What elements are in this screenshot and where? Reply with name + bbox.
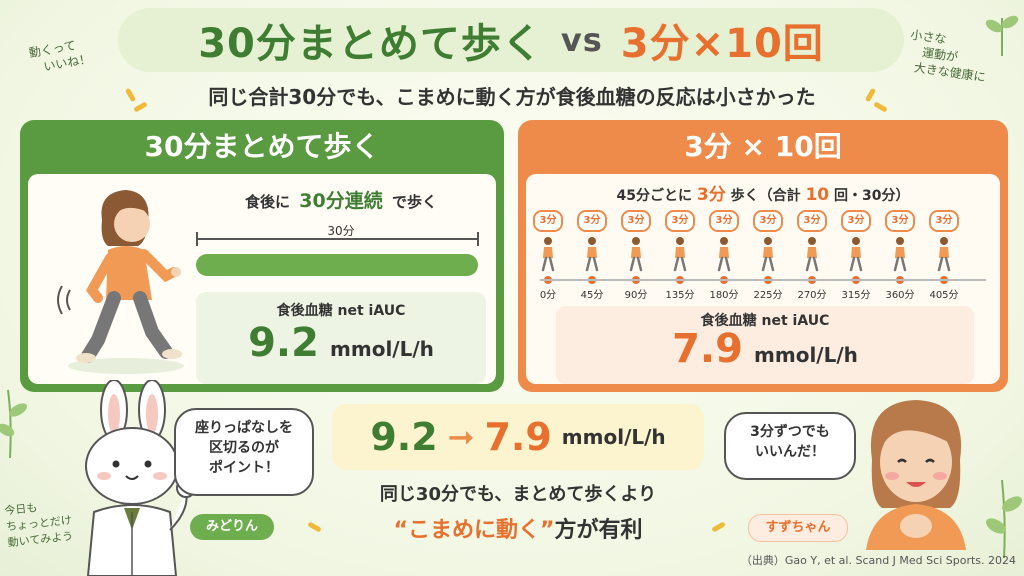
compare-unit: mmol/L/h [561,425,666,449]
interval-bubble: 3分 [577,210,607,232]
result-value: 9.2 [248,320,319,366]
timeline-tick-label: 405分 [929,290,959,301]
note-top-right: 小さな 運動が 大きな健康に [909,27,987,85]
leaf-icon [0,389,28,459]
timeline-tick-label: 180分 [709,290,739,301]
timeline-tick-label: 270分 [797,290,827,301]
walker-icon [541,236,555,272]
walker-icon [673,236,687,272]
result-value: 7.9 [672,326,743,372]
timeline-tick-label: 0分 [539,290,557,301]
timeline-tick-label: 315分 [841,290,871,301]
conclusion: 同じ30分でも、まとめて歩くより “こまめに動く”方が有利 [300,480,736,544]
title-banner: 30分まとめて歩く vs 3分×10回 [118,8,904,72]
compare-from: 9.2 [370,415,438,459]
walker-icon [585,236,599,272]
result-label: 食後血糖 net iAUC [276,303,406,319]
result-label: 食後血糖 net iAUC [700,313,830,329]
comparison-box: 9.2 ➞ 7.9 mmol/L/h [332,404,704,470]
girl-name-tag: すずちゃん [748,514,848,542]
sparkle-icon [124,87,137,103]
interval-bubble: 3分 [753,210,783,232]
walker-icon [629,236,643,272]
leaf-icon [986,479,1022,559]
panel-body: 45分ごとに 3分 歩く（合計 10 回・30分） 3分 0分 3分 45分 3分 90分… [526,174,1000,384]
walking-woman-illustration [57,190,184,374]
interval-bubble: 3分 [841,210,871,232]
walker-icon [717,236,731,272]
interval-bubble: 3分 [929,210,959,232]
interval-bubble: 3分 [621,210,651,232]
rabbit-speech-bubble: 座りっぱなしを 区切るのが ポイント！ [174,408,314,496]
bar-label: 30分 [327,224,355,238]
walker-icon [937,236,951,272]
conclusion-emphasis: “こまめに動く” [393,518,555,543]
timeline-tick-label: 90分 [624,290,648,301]
timeline-tick-label: 225分 [753,290,783,301]
walker-icon [805,236,819,272]
walker-icon [893,236,907,272]
interval-bubble: 3分 [709,210,739,232]
duration-line [196,238,478,240]
rabbit-name-tag: みどりん [190,514,274,540]
subtitle: 同じ合計30分でも、こまめに動く方が食後血糖の反応は小さかった [208,85,816,109]
conclusion-line1: 同じ30分でも、まとめて歩くより [379,484,657,505]
left-result-box: 食後血糖 net iAUC 9.2 mmol/L/h [196,292,486,384]
source-citation: （出典）Gao Y, et al. Scand J Med Sci Sports… [740,554,1016,567]
continuous-walk-panel: 30分まとめて歩く 食後に 30分連続 で歩く 30分 [20,120,504,392]
result-unit: mmol/L/h [754,343,858,367]
timeline-tick-label: 45分 [580,290,604,301]
girl-character [866,400,966,550]
interval-walk-panel: 3分 × 10回 45分ごとに 3分 歩く（合計 10 回・30分） 3分 0分 3… [518,120,1008,392]
walker-icon [849,236,863,272]
right-result-box: 食後血糖 net iAUC 7.9 mmol/L/h [556,306,974,384]
left-instruction: 食後に 30分連続 で歩く [245,190,437,212]
timeline-axis [540,279,986,281]
result-unit: mmol/L/h [330,337,434,361]
title-right: 3分×10回 [620,21,824,67]
panel-heading: 30分まとめて歩く [144,130,380,163]
conclusion-line2: 方が有利 [554,518,643,543]
panel-heading: 3分 × 10回 [684,130,842,163]
right-instruction: 45分ごとに 3分 歩く（合計 10 回・30分） [616,185,910,205]
compare-to: 7.9 [484,415,552,459]
interval-bubble: 3分 [797,210,827,232]
arrow-icon: ➞ [447,418,475,456]
timeline-tick-label: 135分 [665,290,695,301]
panel-body: 食後に 30分連続 で歩く 30分 食後血糖 net iAUC 9.2 mmol… [28,174,496,384]
interval-bubble: 3分 [665,210,695,232]
girl-speech-bubble: 3分ずつでも いいんだ！ [724,412,856,480]
leaf-icon [985,15,1019,56]
rabbit-character [85,380,196,576]
interval-bubble: 3分 [885,210,915,232]
title-left: 30分まとめて歩く [198,21,543,67]
timeline-tick-label: 360分 [885,290,915,301]
interval-bubble: 3分 [533,210,563,232]
continuous-walk-bar [196,254,478,276]
title-vs: vs [560,21,603,59]
walker-icon [761,236,775,272]
note-top-left: 動くって いいね！ [27,38,93,74]
